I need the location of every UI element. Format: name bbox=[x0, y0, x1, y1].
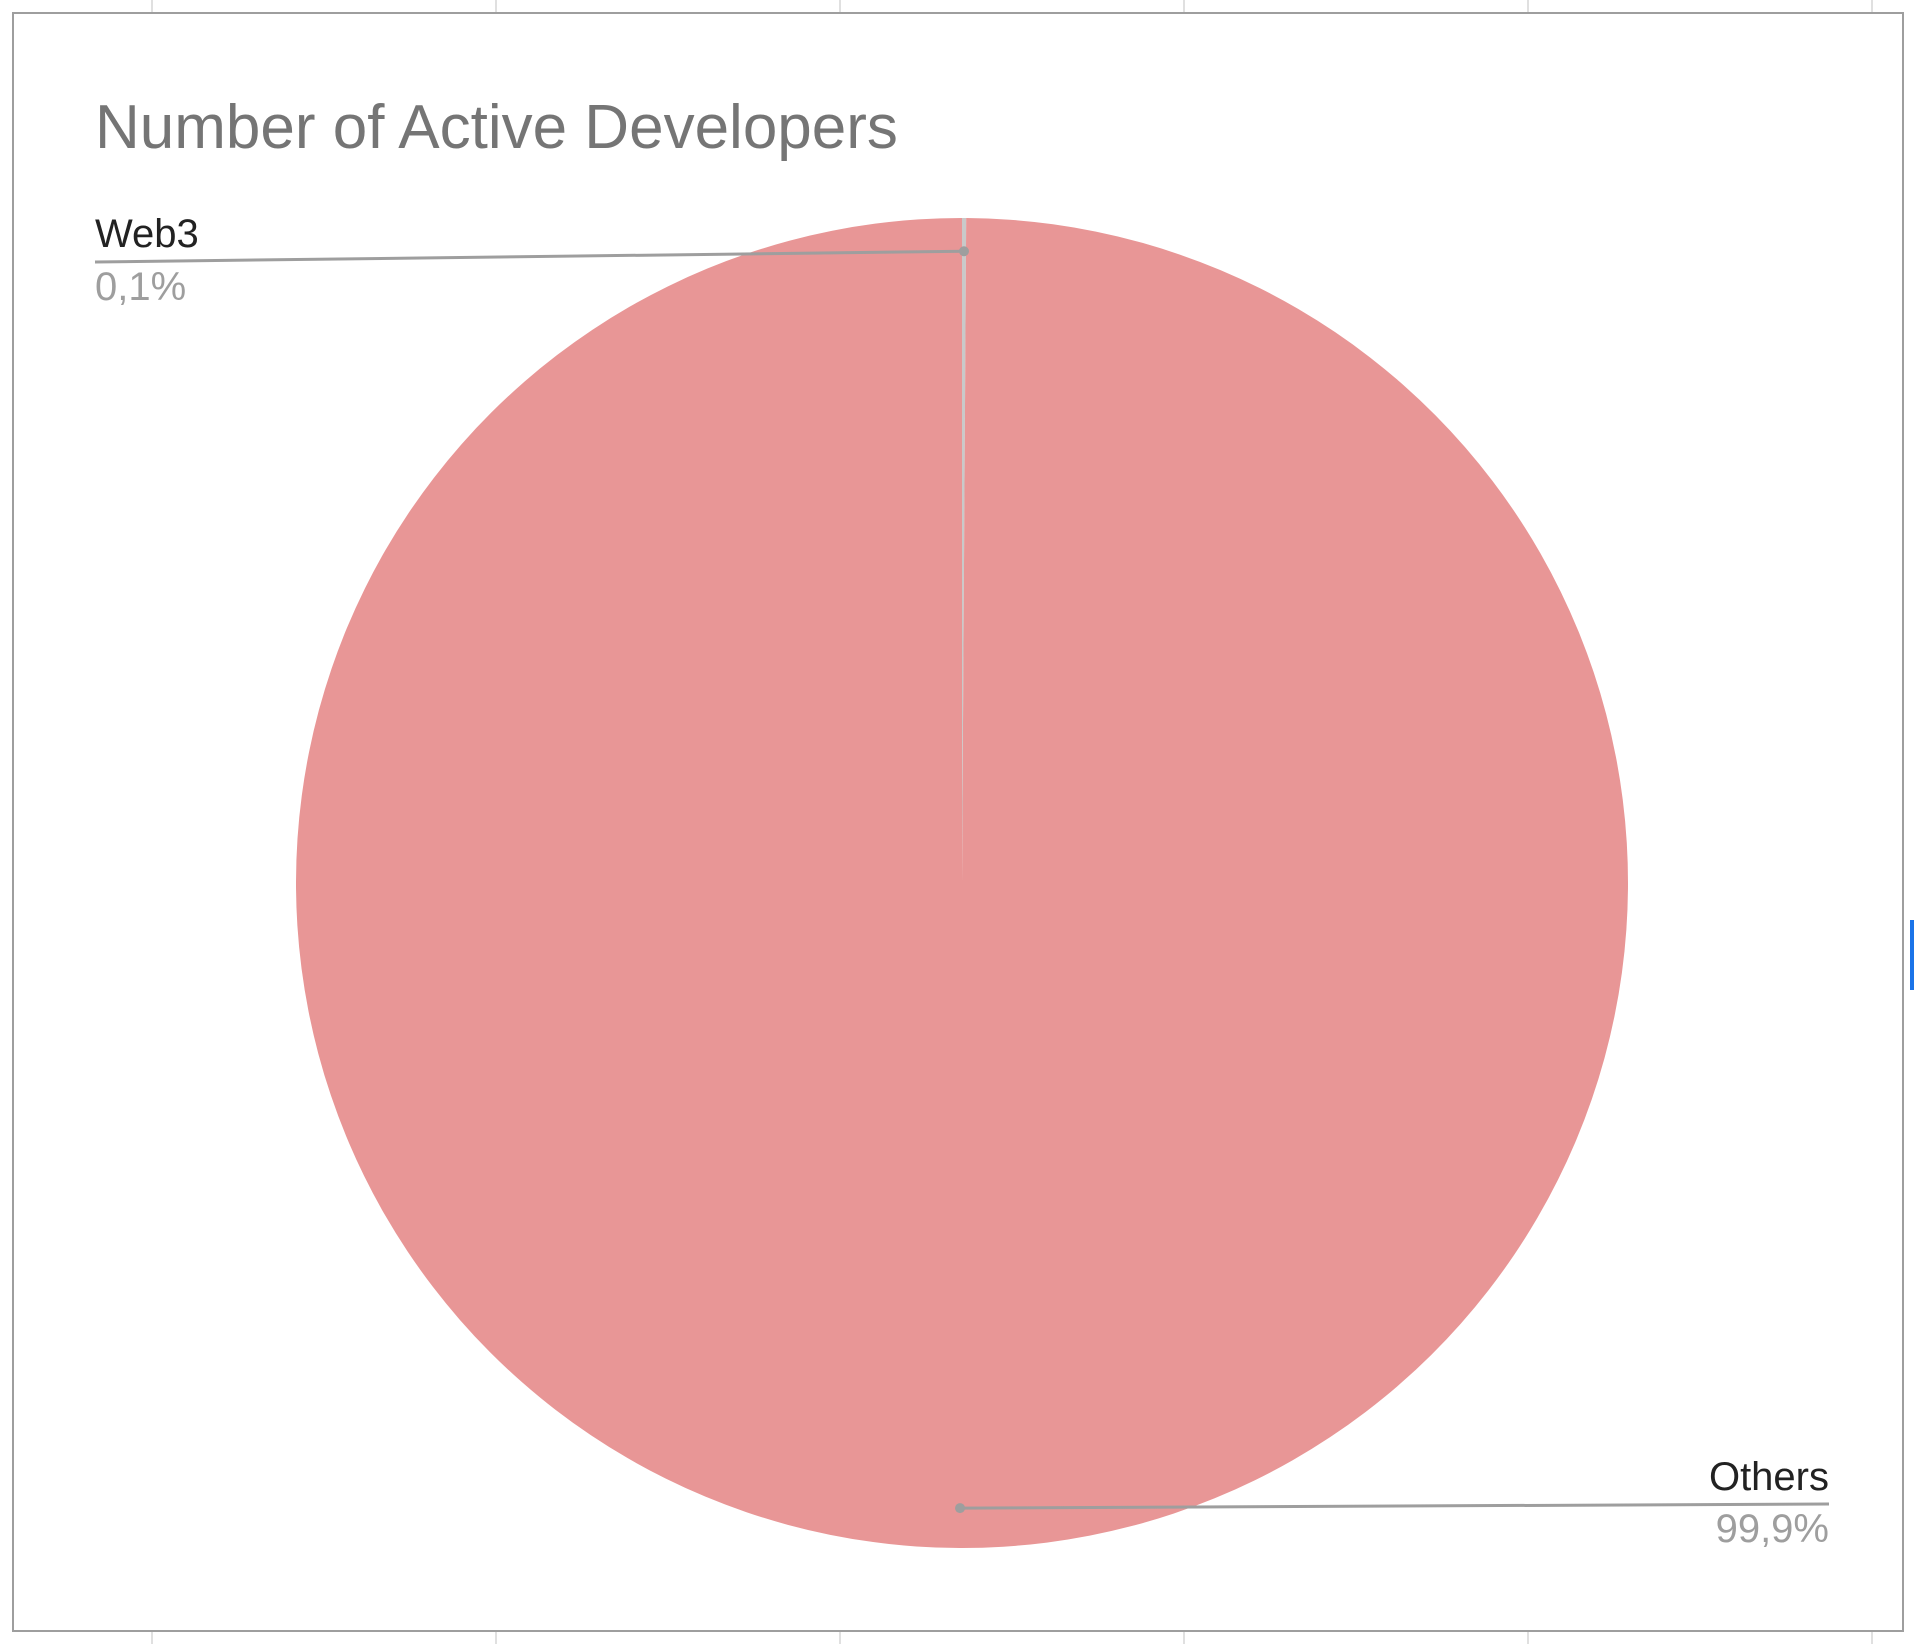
leader-line-others bbox=[960, 1502, 1830, 1510]
chart-title: Number of Active Developers bbox=[95, 93, 898, 162]
slice-value-web3: 0,1% bbox=[95, 265, 186, 309]
slice-label-others: Others bbox=[1709, 1455, 1829, 1499]
leader-dot-web3 bbox=[958, 246, 969, 257]
leader-dot-others bbox=[955, 1503, 966, 1514]
slice-value-others: 99,9% bbox=[1716, 1507, 1829, 1551]
leader-line-web3 bbox=[94, 249, 965, 264]
pie-slice-web3[interactable] bbox=[962, 218, 967, 883]
pie-slice-others[interactable] bbox=[296, 217, 1629, 1548]
slice-label-web3: Web3 bbox=[95, 212, 199, 256]
